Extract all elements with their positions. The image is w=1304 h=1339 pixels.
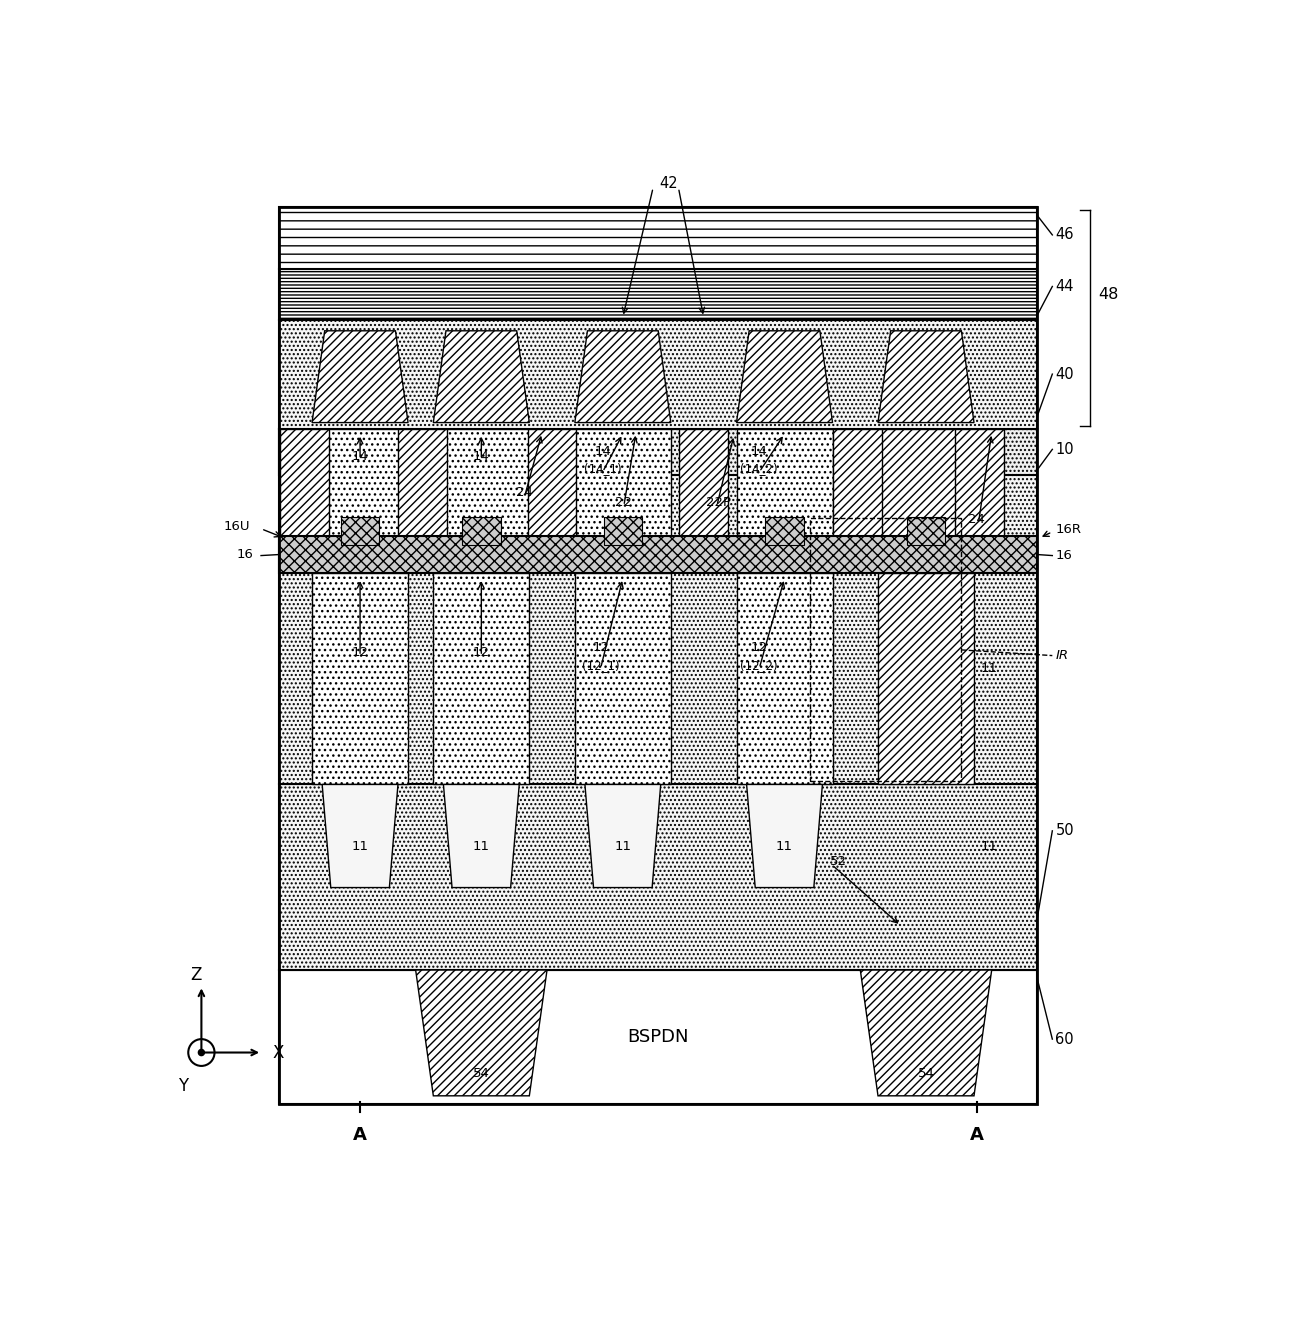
Text: 11: 11: [473, 840, 490, 853]
Text: 24: 24: [968, 513, 985, 526]
Bar: [399, 428, 447, 536]
Bar: [312, 573, 408, 785]
Bar: [340, 517, 379, 545]
Text: X: X: [273, 1043, 283, 1062]
Bar: [878, 573, 974, 785]
Bar: [280, 428, 329, 536]
Text: 12: 12: [751, 641, 768, 655]
Bar: [279, 785, 1037, 969]
Text: 11: 11: [776, 840, 793, 853]
Text: 52: 52: [829, 856, 846, 868]
Text: (12_2): (12_2): [741, 659, 778, 672]
Text: Y: Y: [179, 1077, 188, 1094]
Bar: [810, 518, 961, 782]
Text: 54: 54: [918, 1067, 935, 1079]
Text: 48: 48: [1098, 287, 1119, 303]
Polygon shape: [575, 331, 670, 423]
Bar: [279, 428, 1037, 785]
Text: 14: 14: [352, 450, 369, 463]
Circle shape: [198, 1050, 205, 1055]
Bar: [878, 428, 974, 536]
Bar: [956, 428, 1004, 536]
Text: 22: 22: [615, 497, 632, 509]
Polygon shape: [737, 331, 832, 423]
Text: 22P: 22P: [707, 497, 732, 509]
Text: 12: 12: [352, 647, 369, 660]
Bar: [312, 428, 408, 536]
Text: 16: 16: [1055, 549, 1072, 562]
Polygon shape: [878, 331, 974, 423]
Text: 11: 11: [981, 661, 998, 675]
Text: BSPDN: BSPDN: [627, 1028, 689, 1046]
Text: 44: 44: [1055, 279, 1074, 295]
Text: 16U: 16U: [224, 520, 250, 533]
Text: 14: 14: [595, 445, 612, 458]
Text: 11: 11: [981, 840, 998, 853]
Text: (12_1): (12_1): [582, 659, 619, 672]
Text: 14: 14: [473, 450, 490, 463]
Bar: [433, 573, 529, 785]
Text: IR: IR: [1055, 649, 1068, 661]
Bar: [528, 428, 576, 536]
Text: 10: 10: [1055, 442, 1074, 457]
Text: A: A: [353, 1126, 366, 1144]
Polygon shape: [433, 331, 529, 423]
Polygon shape: [443, 785, 519, 888]
Text: (14_2): (14_2): [741, 462, 778, 475]
Text: 50: 50: [1055, 823, 1074, 838]
Bar: [279, 269, 1037, 320]
Text: 16R: 16R: [1055, 524, 1081, 537]
Text: 16: 16: [237, 548, 254, 561]
Bar: [737, 428, 832, 536]
Bar: [604, 517, 642, 545]
Text: 54: 54: [473, 1067, 490, 1079]
Bar: [279, 320, 1037, 428]
Bar: [679, 428, 728, 536]
Text: 11: 11: [352, 840, 369, 853]
Bar: [279, 428, 1037, 475]
Text: 42: 42: [659, 175, 678, 191]
Bar: [279, 969, 1037, 1105]
Bar: [833, 428, 882, 536]
Polygon shape: [416, 969, 548, 1095]
Polygon shape: [312, 331, 408, 423]
Text: 60: 60: [1055, 1031, 1074, 1047]
Polygon shape: [861, 969, 992, 1095]
Text: 40: 40: [1055, 367, 1074, 382]
Bar: [906, 517, 945, 545]
Text: A: A: [970, 1126, 983, 1144]
Bar: [279, 208, 1037, 269]
Text: 12: 12: [592, 641, 609, 655]
Bar: [279, 208, 1037, 1105]
Bar: [737, 573, 832, 785]
Bar: [575, 428, 670, 536]
Polygon shape: [747, 785, 823, 888]
Text: 46: 46: [1055, 228, 1074, 242]
Text: (14_1): (14_1): [584, 462, 622, 475]
Text: 12: 12: [473, 647, 490, 660]
Bar: [765, 517, 803, 545]
Text: 24: 24: [516, 486, 533, 499]
Bar: [462, 517, 501, 545]
Text: 11: 11: [614, 840, 631, 853]
Bar: [575, 573, 670, 785]
Text: 14: 14: [751, 445, 768, 458]
Polygon shape: [585, 785, 661, 888]
Bar: [279, 536, 1037, 573]
Polygon shape: [322, 785, 398, 888]
Bar: [433, 428, 529, 536]
Text: Z: Z: [190, 967, 202, 984]
